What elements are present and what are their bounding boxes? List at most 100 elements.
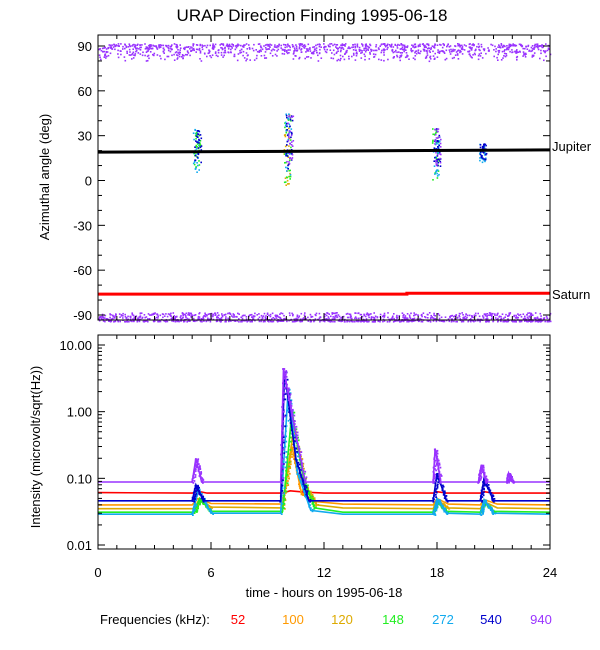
scatter-point bbox=[147, 313, 150, 315]
scatter-point bbox=[286, 176, 288, 179]
scatter-point bbox=[98, 319, 101, 322]
scatter-point bbox=[384, 45, 387, 48]
scatter-point bbox=[300, 48, 303, 50]
scatter-point bbox=[286, 140, 289, 143]
scatter-point bbox=[236, 59, 239, 62]
series-point bbox=[481, 485, 484, 488]
scatter-point bbox=[437, 128, 440, 130]
scatter-point bbox=[418, 320, 420, 322]
scatter-point bbox=[249, 320, 252, 323]
scatter-point bbox=[491, 315, 493, 318]
scatter-point bbox=[292, 115, 295, 118]
series-point bbox=[196, 511, 198, 513]
scatter-point bbox=[198, 164, 201, 166]
scatter-point bbox=[327, 316, 330, 318]
scatter-point bbox=[427, 44, 430, 47]
scatter-point bbox=[500, 43, 503, 45]
scatter-point bbox=[268, 320, 270, 323]
scatter-point bbox=[286, 155, 289, 157]
scatter-point bbox=[405, 52, 408, 54]
series-point bbox=[435, 488, 438, 490]
scatter-point bbox=[288, 130, 291, 132]
scatter-point bbox=[403, 317, 406, 320]
series-point bbox=[306, 488, 309, 490]
scatter-point bbox=[133, 320, 135, 323]
scatter-point bbox=[170, 315, 172, 317]
scatter-point bbox=[179, 47, 182, 49]
series-point bbox=[282, 479, 284, 482]
scatter-point bbox=[245, 52, 248, 54]
scatter-point bbox=[471, 316, 473, 318]
scatter-point bbox=[131, 320, 133, 323]
series-point bbox=[486, 504, 489, 506]
scatter-point bbox=[232, 45, 235, 47]
scatter-point bbox=[302, 317, 305, 319]
y-tick-label: 90 bbox=[78, 39, 92, 54]
scatter-point bbox=[366, 312, 369, 314]
series-point bbox=[436, 498, 438, 501]
intensity-panel: 10.001.000.100.010 6 12 18 24 Intensity (mic… bbox=[28, 334, 557, 600]
series-point bbox=[311, 495, 314, 498]
scatter-point bbox=[124, 321, 127, 323]
scatter-point bbox=[479, 320, 481, 322]
scatter-point bbox=[393, 317, 395, 320]
scatter-point bbox=[443, 51, 445, 53]
scatter-point bbox=[375, 49, 378, 52]
scatter-point bbox=[260, 50, 262, 53]
scatter-point bbox=[305, 51, 307, 53]
scatter-point bbox=[356, 43, 359, 46]
y-tick-label: 10.00 bbox=[59, 338, 92, 353]
scatter-point bbox=[174, 51, 177, 54]
scatter-point bbox=[331, 313, 334, 315]
scatter-point bbox=[167, 49, 170, 52]
scatter-point bbox=[403, 313, 405, 316]
scatter-point bbox=[225, 317, 227, 320]
scatter-point bbox=[251, 316, 253, 318]
series-point bbox=[436, 484, 439, 487]
series-point bbox=[207, 506, 209, 508]
scatter-point bbox=[345, 313, 348, 315]
scatter-point bbox=[262, 320, 265, 323]
scatter-point bbox=[197, 153, 200, 156]
scatter-point bbox=[520, 44, 522, 46]
scatter-point bbox=[537, 46, 539, 49]
scatter-point bbox=[398, 44, 401, 46]
scatter-point bbox=[224, 49, 226, 52]
series-point bbox=[199, 503, 201, 505]
scatter-point bbox=[507, 46, 510, 49]
series-point bbox=[201, 478, 204, 480]
scatter-point bbox=[377, 320, 380, 322]
series-point bbox=[283, 410, 285, 413]
scatter-point bbox=[349, 313, 352, 316]
series-point bbox=[446, 505, 449, 508]
scatter-point bbox=[253, 43, 255, 46]
series-point bbox=[482, 494, 485, 497]
series-point bbox=[196, 460, 199, 462]
scatter-point bbox=[456, 320, 458, 323]
scatter-point bbox=[199, 52, 202, 54]
scatter-point bbox=[498, 315, 501, 318]
series-point bbox=[482, 464, 485, 467]
scatter-point bbox=[176, 47, 178, 49]
series-point bbox=[284, 387, 286, 389]
scatter-point bbox=[392, 56, 395, 59]
scatter-point bbox=[286, 52, 289, 55]
scatter-point bbox=[399, 52, 402, 54]
scatter-point bbox=[231, 47, 233, 49]
series-point bbox=[489, 493, 492, 496]
series-point bbox=[480, 489, 483, 492]
scatter-point bbox=[479, 159, 481, 162]
series-point bbox=[434, 468, 436, 470]
scatter-point bbox=[134, 54, 136, 57]
scatter-point bbox=[255, 49, 257, 51]
scatter-point bbox=[358, 46, 361, 49]
scatter-point bbox=[429, 51, 431, 53]
scatter-point bbox=[144, 316, 146, 319]
scatter-point bbox=[199, 50, 202, 52]
series-point bbox=[488, 507, 490, 509]
scatter-point bbox=[505, 54, 508, 57]
scatter-point bbox=[132, 51, 135, 54]
scatter-point bbox=[293, 52, 295, 54]
scatter-point bbox=[284, 46, 286, 49]
scatter-point bbox=[243, 57, 246, 59]
